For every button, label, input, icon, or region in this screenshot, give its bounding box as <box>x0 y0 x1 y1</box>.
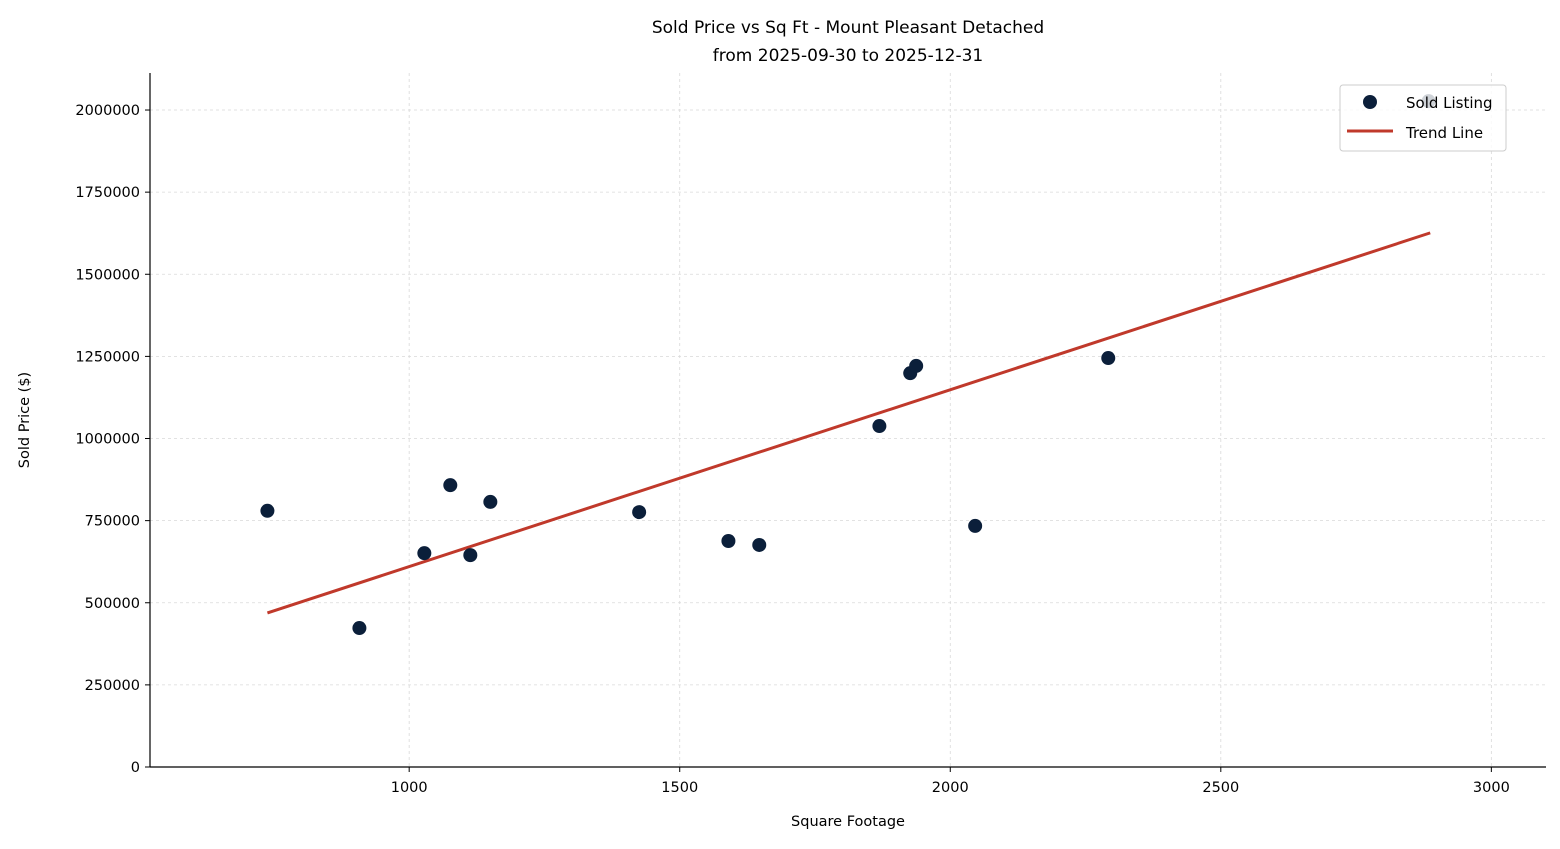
legend-marker-sold-listing <box>1363 95 1377 109</box>
y-tick-label: 1500000 <box>75 267 140 283</box>
y-axis-label: Sold Price ($) <box>17 372 33 468</box>
grid <box>150 73 1546 767</box>
y-tick-label: 0 <box>131 760 140 776</box>
legend-label-sold-listing: Sold Listing <box>1406 94 1493 112</box>
data-point <box>752 537 767 552</box>
y-tick-label: 2000000 <box>75 103 140 119</box>
x-axis-label: Square Footage <box>791 814 905 830</box>
x-tick-label: 2500 <box>1202 780 1239 796</box>
data-point <box>417 546 432 561</box>
y-tick-label: 1000000 <box>75 432 140 448</box>
y-tick-label: 500000 <box>85 596 140 612</box>
y-tick-label: 750000 <box>85 514 140 530</box>
data-point <box>721 533 736 548</box>
marks <box>260 94 1436 636</box>
data-point <box>352 621 367 636</box>
data-point <box>1101 351 1116 366</box>
x-tick-label: 1000 <box>391 780 428 796</box>
y-tick-label: 1750000 <box>75 185 140 201</box>
x-tick-label: 3000 <box>1473 780 1510 796</box>
x-tick-label: 2000 <box>932 780 969 796</box>
trend-line <box>266 231 1431 615</box>
data-point <box>909 358 924 373</box>
data-point <box>463 548 478 563</box>
data-point <box>632 505 647 520</box>
x-tick-label: 1500 <box>661 780 698 796</box>
chart-subtitle: from 2025-09-30 to 2025-12-31 <box>713 46 983 66</box>
legend-label-trend-line: Trend Line <box>1405 124 1483 142</box>
ticks: 1000 1500 2000 2500 3000 0 250000 500000 750000 1… <box>75 103 1509 796</box>
chart-title: Sold Price vs Sq Ft - Mount Pleasant Det… <box>652 18 1044 38</box>
legend: Sold Listing Trend Line <box>1339 84 1507 152</box>
data-point <box>260 503 275 518</box>
data-point <box>968 518 983 533</box>
data-point <box>872 419 887 434</box>
y-tick-label: 1250000 <box>75 349 140 365</box>
data-point <box>443 478 458 493</box>
y-tick-label: 250000 <box>85 678 140 694</box>
data-point <box>483 494 498 509</box>
legend-box <box>1339 84 1507 152</box>
